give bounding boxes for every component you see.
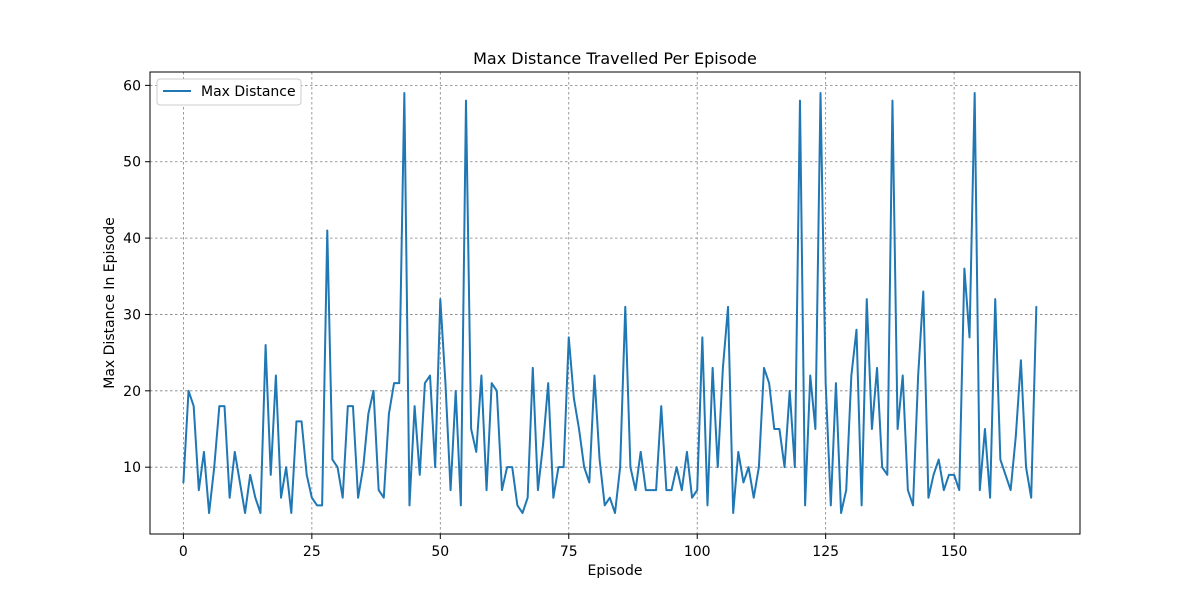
series-line-0	[182, 92, 1038, 514]
chart-title: Max Distance Travelled Per Episode	[473, 49, 757, 68]
y-axis-label: Max Distance In Episode	[102, 217, 118, 389]
y-tick-label: 50	[123, 155, 141, 171]
plot-frame	[149, 71, 1081, 535]
y-tick-label: 10	[123, 460, 141, 476]
y-tick-label: 30	[123, 307, 141, 323]
y-tick-label: 20	[123, 384, 141, 400]
x-tick-label: 75	[560, 544, 578, 560]
y-tick-label: 60	[123, 78, 141, 94]
x-tick-label: 100	[684, 544, 711, 560]
x-tick-label: 150	[941, 544, 968, 560]
legend: Max Distance	[156, 78, 302, 106]
y-tick-label: 40	[123, 231, 141, 247]
legend-label: Max Distance	[201, 84, 296, 100]
series-layer	[182, 92, 1038, 514]
x-tick-label: 50	[431, 544, 449, 560]
x-tick-label: 125	[812, 544, 839, 560]
legend-box	[156, 78, 302, 106]
tick-layer: 0 25 50 75 100 125 150 10 20 30 40 50 60	[123, 78, 967, 560]
x-tick-label: 25	[303, 544, 321, 560]
x-axis-label: Episode	[588, 563, 643, 579]
x-tick-label: 0	[179, 544, 188, 560]
grid-layer	[150, 72, 1080, 534]
